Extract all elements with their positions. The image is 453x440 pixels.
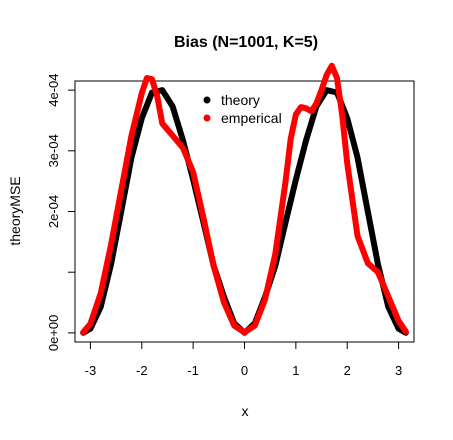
y-tick-label: 3e-04 [46,134,61,167]
legend-marker-theory [203,96,211,104]
legend-marker-emperical [203,114,211,122]
x-tick-label: 3 [395,363,402,378]
x-tick-label: 1 [292,363,299,378]
series-line-emperical [80,62,409,336]
x-tick-label: 0 [241,363,248,378]
chart-title: Bias (N=1001, K=5) [174,34,318,51]
y-tick-label: 2e-04 [46,195,61,228]
y-axis: 0e+00 2e-04 3e-04 4e-04 [46,73,76,352]
y-tick-label: 4e-04 [46,73,61,106]
plot-clip-group [80,62,409,336]
legend-label-emperical: emperical [221,110,282,126]
legend-label-theory: theory [221,92,260,108]
x-axis-label: x [242,403,249,419]
y-axis-label: theoryMSE [7,176,23,245]
x-axis: -3 -2 -1 0 1 2 3 [85,341,402,378]
x-tick-label: 2 [344,363,351,378]
y-tick-label: 0e+00 [46,315,61,352]
x-tick-label: -2 [136,363,148,378]
x-tick-label: -3 [85,363,97,378]
x-tick-label: -1 [187,363,199,378]
legend: theory emperical [203,92,282,126]
